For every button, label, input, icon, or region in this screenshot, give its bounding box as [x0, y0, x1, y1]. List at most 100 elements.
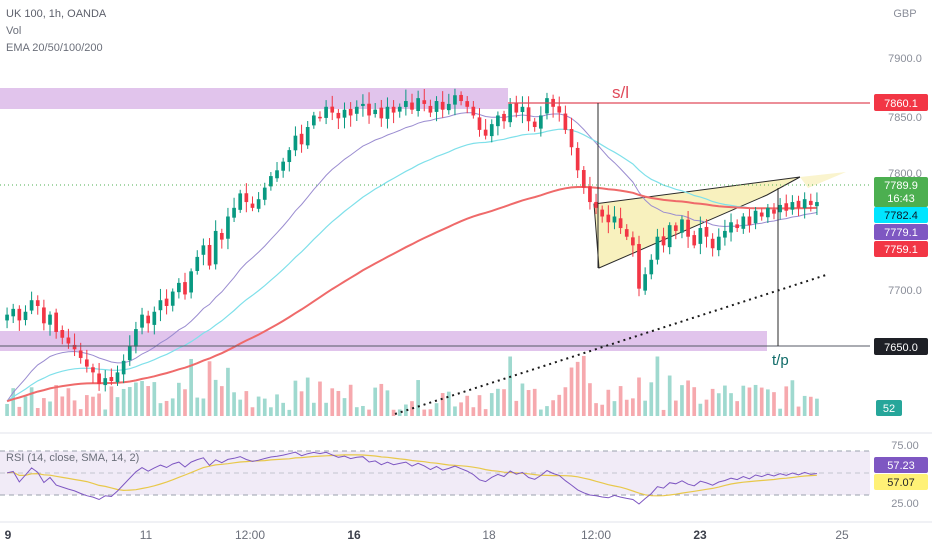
volume-bar — [612, 401, 617, 416]
volume-bar — [643, 400, 647, 416]
candle-body — [526, 107, 531, 122]
ema-50-line — [6, 112, 817, 402]
candle-body — [453, 95, 457, 105]
candle-body — [54, 312, 58, 332]
wedge-projection — [800, 172, 846, 188]
current-price-badge — [874, 177, 928, 207]
volume-bar — [127, 387, 132, 416]
ema-200-line — [6, 186, 817, 403]
candle-body — [115, 372, 120, 383]
volume-bar — [140, 381, 144, 416]
candle-body — [612, 216, 617, 223]
candle-body — [66, 337, 71, 344]
candle-body — [103, 378, 108, 386]
volume-bar — [422, 409, 427, 416]
candle-body — [189, 271, 193, 293]
volume-bar — [410, 401, 414, 416]
volume-bar — [716, 393, 721, 416]
volume-bar — [637, 377, 641, 416]
candle-body — [164, 298, 169, 306]
candle-body — [667, 225, 672, 248]
candle-body — [723, 230, 727, 238]
volume-bar — [741, 385, 746, 416]
candle-body — [759, 212, 764, 217]
candle-body — [226, 216, 230, 239]
candle-body — [569, 128, 574, 148]
ema-red-badge — [874, 241, 928, 257]
candle-body — [177, 282, 181, 293]
volume-bar — [311, 402, 316, 416]
stop-loss-label: s/l — [612, 83, 629, 102]
volume-bar — [336, 390, 341, 416]
volume-bar — [723, 385, 727, 416]
volume-bar — [385, 390, 390, 416]
volume-bar — [404, 404, 408, 416]
ema-cyan-badge — [874, 207, 928, 223]
volume-bar — [710, 388, 715, 416]
candle-body — [348, 108, 353, 116]
candle-body — [318, 116, 322, 119]
volume-bar — [759, 387, 764, 416]
volume-bar — [42, 398, 46, 416]
stop-loss-badge — [874, 94, 928, 111]
time-label: 23 — [693, 528, 707, 542]
volume-bar — [78, 409, 83, 416]
volume-bar — [459, 402, 463, 416]
candle-body — [637, 244, 641, 289]
candle-body — [404, 101, 408, 107]
volume-bar — [569, 367, 574, 416]
volume-bar — [655, 356, 660, 416]
candle-body — [361, 103, 365, 106]
volume-bar — [354, 407, 359, 416]
candle-body — [336, 112, 341, 119]
candle-body — [23, 311, 28, 321]
countdown-text: 16:43 — [887, 193, 915, 205]
volume-bar — [177, 382, 181, 416]
candle-body — [483, 129, 488, 136]
ema-purple-badge-text: 7779.1 — [884, 227, 918, 239]
volume-bar — [563, 387, 568, 416]
volume-bar — [330, 388, 335, 416]
supply-zone — [0, 88, 508, 109]
time-label: 16 — [347, 528, 361, 542]
candle-body — [815, 202, 819, 207]
volume-bar — [778, 408, 782, 416]
volume-bar — [729, 393, 733, 416]
candle-body — [471, 106, 476, 116]
candle-body — [575, 147, 580, 171]
volume-bar — [367, 409, 371, 416]
candle-body — [391, 106, 396, 113]
volume-bar — [588, 383, 592, 416]
volume-bar — [397, 409, 402, 416]
volume-bar — [802, 395, 807, 416]
volume-bar — [815, 398, 819, 416]
ema-indicator-label[interactable]: EMA 20/50/100/200 — [6, 42, 103, 54]
volume-bar — [275, 394, 279, 416]
candle-body — [520, 106, 525, 113]
symbol-title[interactable]: UK 100, 1h, OANDA — [6, 8, 107, 20]
volume-bar — [446, 391, 451, 416]
volume-bar — [434, 403, 439, 416]
candle-body — [140, 314, 144, 328]
candle-body — [710, 238, 715, 249]
rsi-upper-tick: 75.00 — [891, 440, 919, 452]
volume-bar — [686, 380, 690, 416]
volume-bar — [735, 401, 740, 416]
candle-body — [299, 133, 304, 145]
volume-bar — [324, 402, 328, 416]
volume-bar — [698, 403, 703, 416]
candle-body — [643, 274, 647, 291]
volume-bar — [170, 398, 175, 416]
candle-body — [790, 202, 795, 210]
volume-bar — [661, 409, 666, 416]
volume-bar — [361, 405, 365, 416]
candle-layer — [5, 88, 819, 392]
candle-body — [729, 222, 733, 233]
volume-indicator-label[interactable]: Vol — [6, 25, 22, 37]
candle-body — [735, 224, 740, 229]
candle-body — [60, 329, 65, 338]
candle-body — [772, 209, 776, 214]
candle-body — [146, 315, 151, 324]
rsi-value-badge — [874, 457, 928, 473]
